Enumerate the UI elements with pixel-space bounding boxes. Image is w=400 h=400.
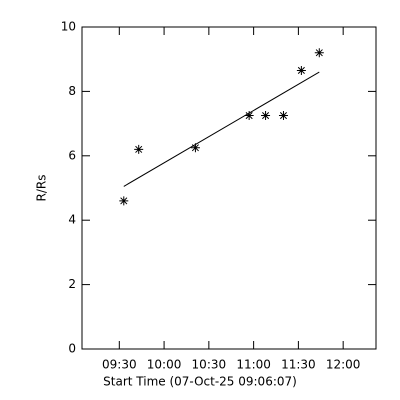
x-tick-label: 12:00: [326, 358, 361, 372]
y-axis-label: R/Rs: [35, 175, 49, 202]
y-tick-label: 8: [68, 84, 76, 98]
x-axis-label: Start Time (07-Oct-25 09:06:07): [103, 375, 297, 389]
x-tick-label: 10:30: [192, 358, 227, 372]
data-point: [314, 48, 324, 58]
y-tick-label: 6: [68, 148, 76, 162]
y-tick-label: 2: [68, 277, 76, 291]
y-tick-label: 10: [61, 20, 76, 34]
data-point: [244, 111, 254, 121]
data-point: [261, 111, 271, 121]
y-tick-label: 4: [68, 213, 76, 227]
plot-frame: [81, 26, 377, 350]
data-point: [296, 65, 306, 75]
data-point: [134, 144, 144, 154]
x-tick-label: 11:00: [236, 358, 271, 372]
x-tick-label: 11:30: [281, 358, 316, 372]
y-tick-label: 0: [68, 342, 76, 356]
fit-line: [123, 71, 320, 187]
x-tick-label: 10:00: [147, 358, 182, 372]
data-point: [190, 143, 200, 153]
data-point: [119, 196, 129, 206]
x-tick-label: 09:30: [102, 358, 137, 372]
data-point: [278, 111, 288, 121]
